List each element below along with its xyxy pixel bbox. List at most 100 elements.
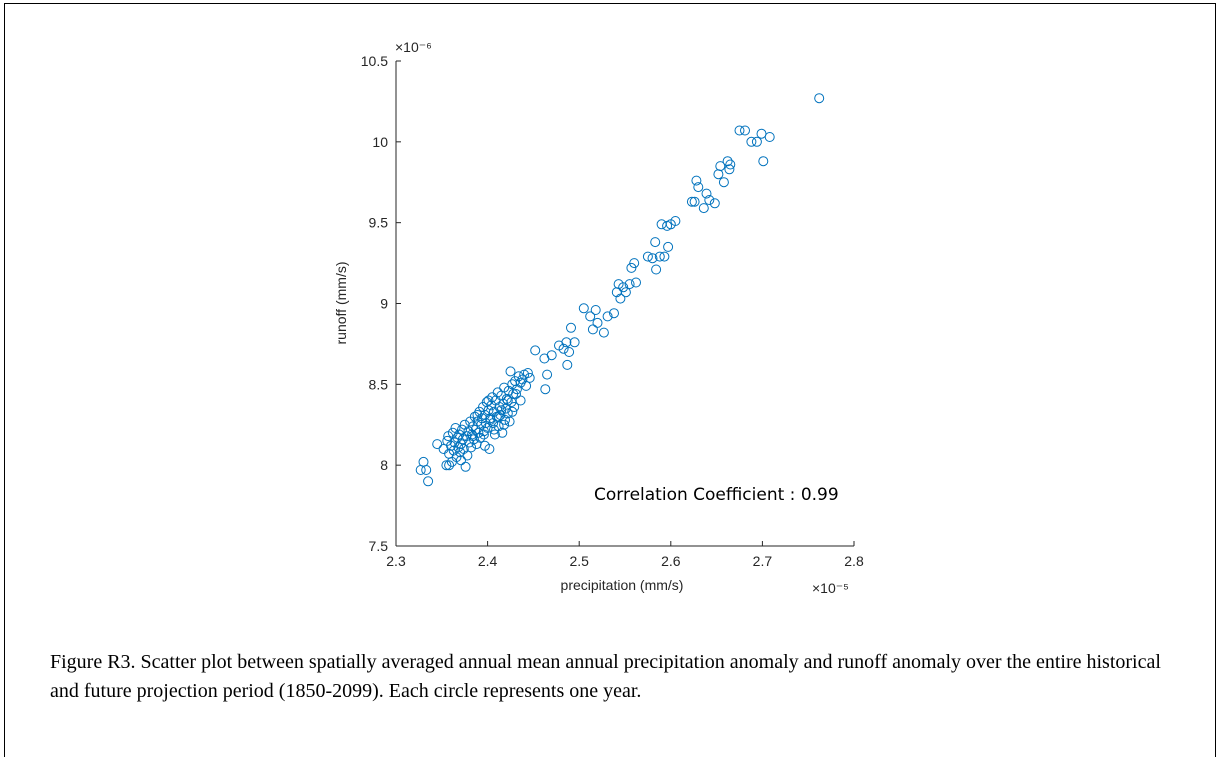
scatter-point (578, 303, 589, 314)
x-axis-label: precipitation (mm/s) (561, 577, 684, 593)
scatter-point (650, 237, 661, 248)
y-tick-label: 8.5 (369, 376, 389, 392)
scatter-point (725, 159, 736, 170)
scatter-point (472, 410, 483, 420)
scatter-point (558, 343, 569, 354)
scatter-point (446, 440, 456, 451)
scatter-point (592, 317, 603, 328)
scatter-point (524, 372, 535, 383)
figure-caption: Figure R3. Scatter plot between spatiall… (50, 651, 1161, 702)
scatter-point (511, 389, 521, 399)
scatter-point (476, 419, 487, 430)
scatter-point (423, 476, 434, 487)
scatter-point (704, 195, 715, 205)
x-ticks: 2.3 2.4 2.5 2.6 2.7 2.8 (386, 541, 864, 569)
scatter-point (500, 414, 510, 425)
scatter-point (569, 337, 580, 348)
scatter-point (670, 216, 681, 226)
scatter-point (479, 440, 490, 451)
scatter-point (460, 461, 471, 472)
scatter-point (513, 371, 524, 382)
scatter-point (701, 188, 712, 199)
scatter-point (564, 347, 575, 357)
scatter-point (470, 424, 481, 435)
scatter-point (689, 196, 700, 207)
scatter-point (444, 460, 455, 471)
scatter-point (453, 442, 464, 453)
scatter-point (626, 262, 637, 273)
scatter-point (540, 384, 551, 395)
axes (395, 61, 854, 547)
figure-frame (4, 3, 1216, 757)
scatter-point (715, 161, 726, 172)
scatter-point (507, 406, 518, 417)
scatter-point (751, 136, 762, 147)
scatter-point (629, 258, 640, 269)
scatter-point (724, 164, 735, 175)
scatter-point (631, 277, 641, 288)
scatter-point (502, 408, 513, 419)
scatter-point (561, 337, 572, 348)
scatter-point (713, 169, 724, 180)
scatter-point (659, 251, 670, 262)
scatter-point (620, 287, 631, 298)
scatter-chart: 2.3 2.4 2.5 2.6 2.7 2.8 7.5 8 8.5 9 9.5 10 10.5 ×10… (333, 39, 864, 596)
scatter-point (656, 219, 667, 230)
scatter-point (693, 182, 704, 193)
scatter-point (587, 324, 598, 335)
scatter-point (483, 395, 494, 406)
y-axis-label: runoff (mm/s) (333, 262, 349, 345)
scatter-point (642, 251, 653, 262)
scatter-point (624, 279, 635, 290)
x-tick-label: 2.6 (661, 553, 681, 569)
scatter-point (814, 93, 825, 104)
scatter-point (654, 251, 665, 262)
scatter-point (615, 293, 626, 304)
y-tick-label: 9.5 (369, 215, 389, 231)
x-tick-label: 2.8 (844, 553, 864, 569)
x-tick-label: 2.5 (569, 553, 589, 569)
scatter-point (734, 125, 745, 136)
scatter-point (421, 465, 432, 475)
scatter-point (718, 177, 729, 188)
scatter-point (530, 345, 541, 356)
scatter-points (415, 93, 825, 487)
scatter-point (758, 156, 769, 167)
scatter-point (492, 387, 503, 398)
scatter-point (478, 426, 489, 437)
scatter-point (521, 380, 532, 391)
scatter-point (546, 350, 557, 361)
scatter-point (489, 429, 500, 440)
scatter-point (467, 431, 478, 442)
y-ticks: 7.5 8 8.5 9 9.5 10 10.5 (361, 53, 401, 554)
scatter-point (585, 311, 596, 322)
scatter-point (746, 136, 757, 147)
scatter-point (441, 460, 452, 471)
x-tick-label: 2.7 (753, 553, 773, 569)
scatter-point (502, 395, 513, 406)
scatter-point (698, 203, 709, 214)
scatter-point (456, 455, 466, 466)
y-tick-label: 10.5 (361, 53, 388, 69)
scatter-point (457, 434, 468, 445)
scatter-point (691, 175, 702, 186)
y-tick-label: 9 (380, 296, 388, 312)
scatter-point (590, 305, 601, 315)
scatter-point (478, 429, 489, 440)
scatter-point (562, 359, 573, 370)
y-tick-label: 7.5 (369, 538, 389, 554)
scatter-point (598, 327, 609, 338)
scatter-point (432, 439, 443, 450)
scatter-point (609, 308, 619, 319)
scatter-point (522, 368, 533, 378)
scatter-point (764, 132, 775, 142)
scatter-point (740, 125, 750, 136)
correlation-annotation: Correlation Coefficient : 0.99 (594, 485, 839, 505)
scatter-point (602, 311, 613, 322)
scatter-point (663, 241, 674, 252)
y-tick-label: 10 (372, 134, 388, 150)
scatter-point (505, 366, 516, 377)
scatter-point (489, 424, 499, 435)
x-tick-label: 2.4 (478, 553, 498, 569)
scatter-point (709, 198, 720, 209)
